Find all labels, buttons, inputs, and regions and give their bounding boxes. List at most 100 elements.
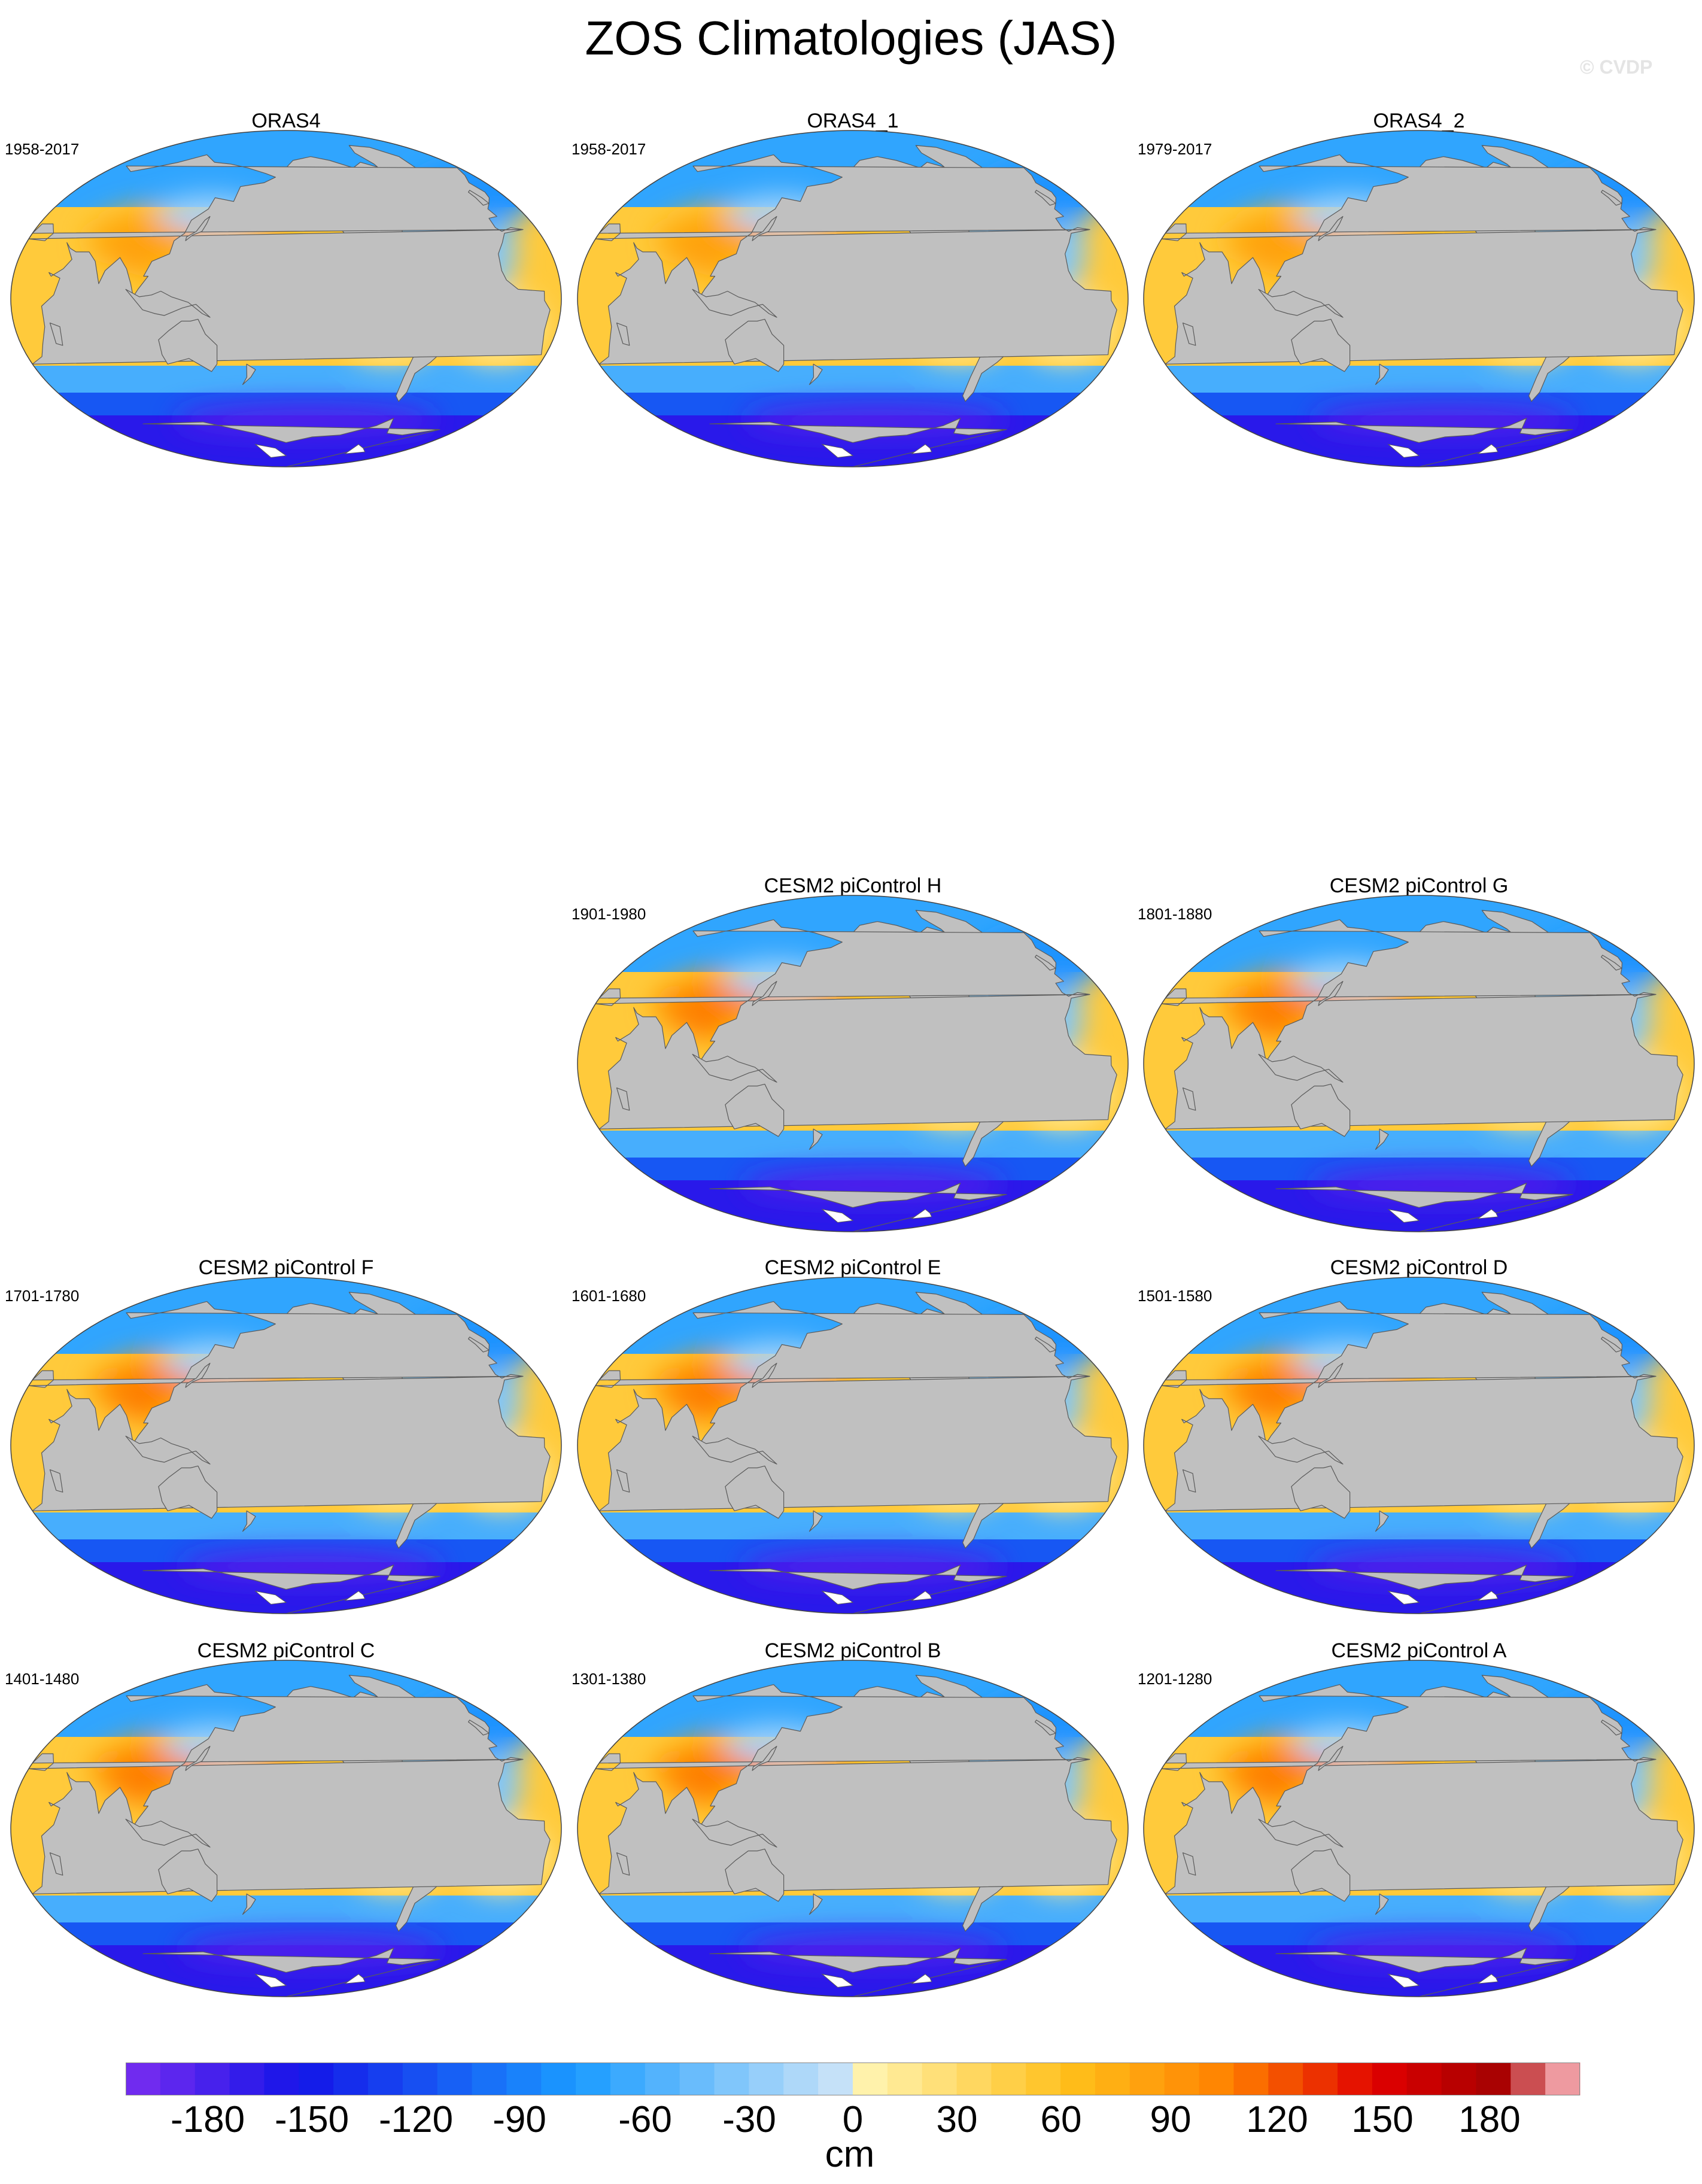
land-britain [1600,955,1622,971]
land-australia [1291,1083,1351,1137]
map-panel-cesm2-picontrol-h: CESM2 piControl H 1901-1980 [572,874,1134,1233]
ocean-band-southern [578,1512,1128,1539]
colorbar-bin [749,2063,784,2095]
watermark: © CVDP [1580,56,1653,78]
ocean-band-southern [11,1896,561,1922]
panel-title: CESM2 piControl H [764,874,942,897]
colorbar-tick-label: -30 [722,2099,776,2140]
colorbar-tick-label: -90 [493,2099,546,2140]
colorbar-bin [714,2063,750,2095]
land-madagascar [49,1469,63,1493]
ice-shelf [254,444,287,458]
land-australia [158,1465,218,1519]
panel-period: 1801-1880 [1138,905,1212,923]
panel-period: 1979-2017 [1138,140,1212,158]
land-madagascar [1182,323,1196,346]
land-australia [1291,1848,1351,1902]
land-madagascar [616,1088,630,1111]
land-masses [28,1675,551,1997]
land-newzealand [809,1510,823,1532]
colorbar-bin [887,2063,923,2095]
ice-shelf [344,1590,366,1601]
map-outline [1143,895,1695,1232]
land-madagascar [1182,1852,1196,1876]
colorbar-bin [472,2063,507,2095]
panel-title: ORAS4_2 [1373,110,1465,132]
land-japan [752,1746,777,1771]
map-outline [577,1277,1129,1614]
land-antarctica [1275,1565,1573,1614]
colorbar-tick-label: 90 [1150,2099,1192,2140]
map-outline [1143,1660,1695,1997]
colorbar-bin [1510,2063,1546,2095]
panel-period: 1401-1480 [5,1670,80,1688]
land-masses [1161,910,1683,1232]
colorbar-tick-label: 150 [1351,2099,1414,2140]
land-antarctica [709,1183,1007,1232]
colorbar-bin [1372,2063,1408,2095]
land-indonesia [692,1053,777,1083]
panel-period: 1601-1680 [572,1287,646,1305]
panel-period: 1958-2017 [5,140,80,158]
land-newzealand [1375,1893,1389,1915]
ice-shelf [254,1590,287,1605]
ice-shelf [1476,1590,1499,1601]
colorbar-bin [818,2063,853,2095]
colorbar-bin [229,2063,265,2095]
land-japan [752,1363,777,1388]
land-newzealand [242,1893,256,1915]
land-antarctica [709,418,1007,467]
panel-title: CESM2 piControl B [764,1639,941,1662]
land-indonesia [692,1818,777,1848]
ocean-band-southern [1144,366,1694,393]
land-indonesia [1258,1053,1344,1083]
colorbar-bin [541,2063,576,2095]
land-madagascar [616,1469,630,1493]
land-britain [1600,1720,1622,1736]
ice-shelf [1387,1973,1420,1988]
land-masses [28,145,551,467]
land-australia [1291,318,1351,372]
ocean-band-southern [1144,1512,1694,1539]
colorbar-units: cm [825,2134,875,2175]
colorbar-tick-label: -120 [378,2099,454,2140]
colorbar-bin [1338,2063,1373,2095]
land-newzealand [1375,1510,1389,1532]
ice-shelf [1476,444,1499,454]
panel-title: CESM2 piControl D [1330,1256,1508,1279]
land-madagascar [616,1852,630,1876]
land-newzealand [1375,363,1389,385]
map-panel-cesm2-picontrol-f: CESM2 piControl F 1701-1780 [5,1256,567,1615]
panel-title: ORAS4 [251,110,321,132]
colorbar-bin [645,2063,680,2095]
page-title: ZOS Climatologies (JAS) [585,11,1117,65]
land-masses [595,145,1117,467]
ice-shelf [1476,1208,1499,1219]
land-australia [725,1465,785,1519]
land-masses [595,910,1117,1232]
ocean-map [577,1277,1129,1614]
map-panel-oras4-1: ORAS4_1 1958-2017 [572,109,1134,468]
ocean-map [10,1660,562,1997]
ice-shelf [344,444,366,454]
ocean-map [10,130,562,467]
ocean-map [1143,1660,1695,1997]
colorbar-bin [853,2063,888,2095]
ice-shelf [1387,444,1420,458]
land-indonesia [692,288,777,318]
land-britain [1034,1720,1056,1736]
colorbar-tick-label: 60 [1040,2099,1082,2140]
map-panel-oras4-2: ORAS4_2 1979-2017 [1138,109,1700,468]
ocean-map [10,1277,562,1614]
land-indonesia [1258,1818,1344,1848]
land-japan [752,981,777,1006]
colorbar-frame [126,2063,1580,2095]
colorbar-bin [922,2063,958,2095]
land-britain [1034,955,1056,971]
land-japan [1318,1746,1344,1771]
land-antarctica [1275,1183,1573,1232]
land-japan [1318,216,1344,241]
map-panel-oras4: ORAS4 1958-2017 [5,109,567,468]
ocean-band-southern [1144,1896,1694,1922]
panel-title: CESM2 piControl C [197,1639,375,1662]
